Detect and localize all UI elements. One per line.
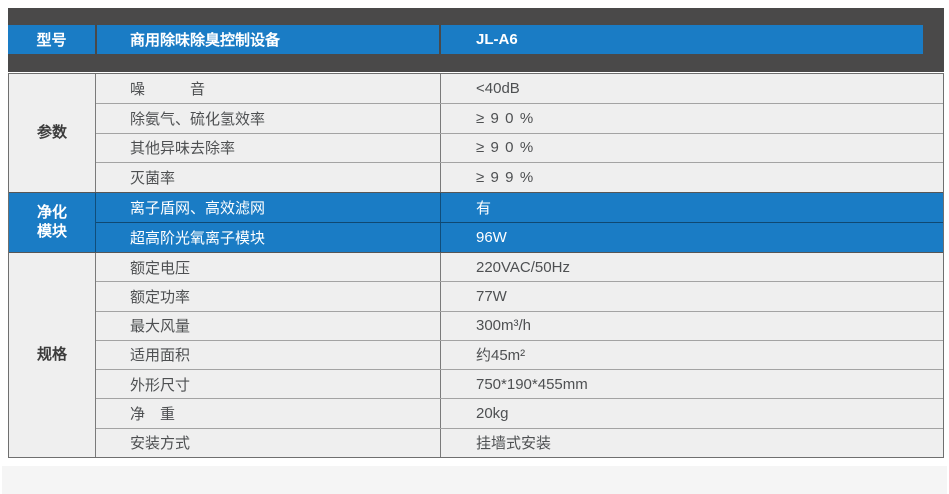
spec-row: 额定功率 77W — [96, 281, 943, 311]
spec-value: 约45m² — [476, 347, 526, 365]
section-rows: 额定电压 220VAC/50Hz 额定功率 77W 最大风量 300m³/h 适… — [96, 253, 943, 457]
spec-label: 离子盾网、高效滤网 — [96, 193, 441, 222]
spec-row: 除氨气、硫化氢效率 ≥90% — [96, 102, 943, 133]
spec-row: 其他异味去除率 ≥90% — [96, 132, 943, 163]
section-rows: 噪 音 <40dB 除氨气、硫化氢效率 ≥90% 其他异味去除率 ≥90% 灭菌… — [96, 74, 943, 192]
spec-label: 最大风量 — [96, 311, 441, 340]
spec-value: ≥99% — [476, 169, 540, 187]
spec-value: 有 — [476, 200, 492, 217]
spec-table: 参数 噪 音 <40dB 除氨气、硫化氢效率 ≥90% 其他异味去除率 ≥90%… — [8, 73, 944, 458]
spec-value: 220VAC/50Hz — [476, 258, 570, 276]
section-label: 规格 — [9, 253, 96, 457]
section-label: 参数 — [9, 74, 96, 192]
table-header-row: 型号 商用除味除臭控制设备 JL-A6 — [8, 25, 923, 54]
spec-row: 净 重 20kg — [96, 398, 943, 428]
spec-row: 安装方式 挂墙式安装 — [96, 427, 943, 457]
spec-value: 96W — [476, 229, 507, 246]
spec-label: 安装方式 — [96, 428, 441, 457]
footer-strip — [2, 466, 947, 494]
spec-row: 额定电压 220VAC/50Hz — [96, 253, 943, 282]
spec-label: 额定电压 — [96, 253, 441, 282]
product-name-cell: 商用除味除臭控制设备 — [97, 25, 439, 54]
spec-value: 挂墙式安装 — [476, 435, 552, 453]
spec-label: 外形尺寸 — [96, 370, 441, 399]
section-rows: 离子盾网、高效滤网 有 超高阶光氧离子模块 96W — [96, 193, 943, 252]
spec-value: 77W — [476, 287, 507, 305]
spec-label: 超高阶光氧离子模块 — [96, 223, 441, 252]
spec-value: ≥90% — [476, 109, 540, 127]
spec-row: 外形尺寸 750*190*455mm — [96, 369, 943, 399]
section-parameters: 参数 噪 音 <40dB 除氨气、硫化氢效率 ≥90% 其他异味去除率 ≥90%… — [9, 74, 943, 192]
spec-label: 其他异味去除率 — [96, 133, 441, 163]
spec-value: 750*190*455mm — [476, 375, 588, 393]
spec-value: 300m³/h — [476, 317, 532, 335]
spec-label: 适用面积 — [96, 340, 441, 370]
model-label-cell: 型号 — [8, 25, 95, 54]
spec-value: ≥90% — [476, 139, 540, 157]
header-band: 型号 商用除味除臭控制设备 JL-A6 — [8, 8, 944, 72]
spec-label: 噪 音 — [96, 74, 441, 103]
model-value-cell: JL-A6 — [441, 25, 923, 54]
spec-row: 适用面积 约45m² — [96, 339, 943, 370]
section-purification-module: 净化 模块 离子盾网、高效滤网 有 超高阶光氧离子模块 96W — [9, 192, 943, 252]
spec-label: 灭菌率 — [96, 163, 441, 192]
section-specifications: 规格 额定电压 220VAC/50Hz 额定功率 77W 最大风量 300m³/… — [9, 252, 943, 457]
spec-row: 噪 音 <40dB — [96, 74, 943, 103]
spec-row: 最大风量 300m³/h — [96, 310, 943, 340]
spec-row: 灭菌率 ≥99% — [96, 162, 943, 192]
spec-value: 20kg — [476, 405, 509, 423]
spec-value: <40dB — [476, 79, 520, 97]
spec-row: 超高阶光氧离子模块 96W — [96, 222, 943, 252]
spec-row: 离子盾网、高效滤网 有 — [96, 193, 943, 222]
spec-label: 额定功率 — [96, 282, 441, 311]
spec-label: 除氨气、硫化氢效率 — [96, 103, 441, 133]
section-label: 净化 模块 — [9, 193, 96, 252]
spec-label: 净 重 — [96, 399, 441, 428]
